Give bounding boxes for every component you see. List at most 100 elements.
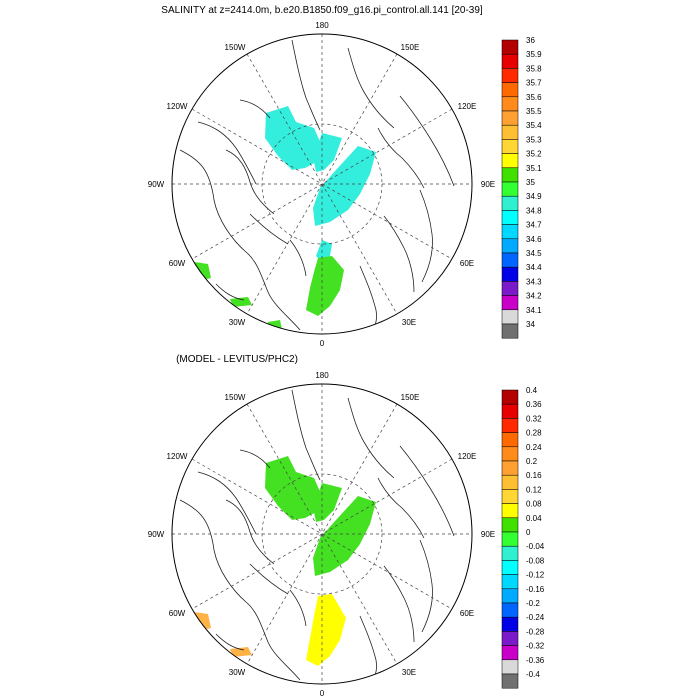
top-colorbar-label-14: 34.6 — [526, 235, 542, 244]
top-lon-60w: 60W — [169, 259, 186, 268]
bottom-field-green-eurasian-basin — [313, 496, 376, 576]
top-lon-180: 180 — [315, 21, 329, 30]
bottom-colorbar-label-2: 0.32 — [526, 414, 542, 423]
bottom-colorbar-label-20: -0.4 — [526, 670, 540, 679]
top-lon-120w: 120W — [167, 102, 188, 111]
top-colorbar-label-1: 35.9 — [526, 50, 542, 59]
top-field-green-south — [230, 297, 252, 307]
bottom-colorbar-label-10: 0 — [526, 528, 531, 537]
top-colorbar-label-11: 34.9 — [526, 192, 542, 201]
bottom-lon-90e: 90E — [481, 530, 495, 539]
bottom-colorbar-label-12: -0.08 — [526, 556, 545, 565]
bottom-colorbar-label-9: 0.04 — [526, 514, 542, 523]
bottom-colorbar-label-16: -0.24 — [526, 613, 545, 622]
bottom-colorbar-swatch-19 — [501, 659, 519, 675]
bottom-map-border — [171, 383, 473, 685]
top-colorbar-swatch-14 — [501, 238, 519, 254]
bottom-colorbar-label-14: -0.16 — [526, 585, 545, 594]
top-colorbar-label-4: 35.6 — [526, 93, 542, 102]
bottom-colorbar-label-13: -0.12 — [526, 571, 545, 580]
top-field-cyan-canada-basin — [265, 106, 322, 170]
top-colorbar-label-8: 35.2 — [526, 150, 542, 159]
top-colorbar-swatch-7 — [501, 139, 519, 154]
top-colorbar-label-3: 35.7 — [526, 79, 542, 88]
bottom-colorbar-label-0: 0.4 — [526, 386, 538, 395]
bottom-colorbar-swatch-5 — [501, 460, 519, 476]
bottom-colorbar: 0.4 0.36 0.32 0.28 0.24 0.2 0.16 0.12 0.08 0.04 0 -… — [501, 386, 545, 689]
top-colorbar-swatch-8 — [501, 153, 519, 169]
top-map-border — [171, 33, 473, 335]
bottom-lon-60w: 60W — [169, 609, 186, 618]
top-lon-150e: 150E — [401, 43, 420, 52]
top-colorbar-label-17: 34.3 — [526, 277, 542, 286]
top-colorbar-label-18: 34.2 — [526, 292, 542, 301]
top-colorbar-label-15: 34.5 — [526, 249, 542, 258]
top-colorbar-swatch-2 — [501, 68, 519, 83]
top-lon-0: 0 — [320, 339, 325, 348]
top-map-area — [172, 34, 472, 334]
top-field-green-south2 — [268, 320, 282, 331]
bottom-lon-60e: 60E — [460, 609, 474, 618]
bottom-colorbar-label-3: 0.28 — [526, 429, 542, 438]
bottom-colorbar-swatch-17 — [501, 631, 519, 646]
bottom-field-green-canada-basin — [265, 456, 322, 520]
bottom-colorbar-label-7: 0.12 — [526, 485, 542, 494]
top-colorbar-label-13: 34.7 — [526, 221, 542, 230]
top-colorbar-swatch-5 — [501, 110, 519, 126]
top-lon-90w: 90W — [148, 180, 165, 189]
bottom-field-orange-labrador — [191, 612, 211, 631]
bottom-colorbar-swatch-2 — [501, 418, 519, 433]
top-field-cyan-eurasian-basin — [313, 146, 376, 226]
top-colorbar-label-5: 35.5 — [526, 107, 542, 116]
top-colorbar-label-2: 35.8 — [526, 64, 542, 73]
bottom-field-green-central — [314, 483, 342, 522]
top-panel: SALINITY at z=2414.0m, b.e20.B1850.f09_g… — [148, 5, 542, 348]
top-colorbar-swatch-4 — [501, 96, 519, 112]
top-colorbar-swatch-3 — [501, 82, 519, 98]
bottom-colorbar-swatch-13 — [501, 574, 519, 590]
top-lon-120e: 120E — [458, 102, 477, 111]
top-colorbar-label-6: 35.4 — [526, 121, 542, 130]
bottom-title: (MODEL - LEVITUS/PHC2) — [176, 354, 298, 365]
bottom-colorbar-swatch-7 — [501, 489, 519, 504]
top-colorbar-label-10: 35 — [526, 178, 535, 187]
bottom-colorbar-swatch-15 — [501, 602, 519, 618]
bottom-lon-labels: 180 150W 150E 120W 120E 90W 90E 60W 60E … — [148, 371, 495, 698]
top-field-green-nordic-seas — [306, 256, 344, 316]
bottom-lon-120w: 120W — [167, 452, 188, 461]
bottom-colorbar-swatch-8 — [501, 503, 519, 519]
top-colorbar: 36 35.9 35.8 35.7 35.6 35.5 35.4 35.3 35.2 35.1 35… — [501, 36, 542, 339]
bottom-panel: (MODEL - LEVITUS/PHC2) — [148, 354, 545, 698]
bottom-colorbar-swatch-18 — [501, 645, 519, 661]
top-lon-150w: 150W — [225, 43, 246, 52]
bottom-map-area — [172, 384, 472, 684]
bottom-colorbar-swatch-0 — [501, 389, 519, 405]
top-field-cyan-fram-strait — [316, 240, 332, 262]
top-colorbar-swatch-12 — [501, 210, 519, 225]
bottom-colorbar-swatch-12 — [501, 560, 519, 575]
bottom-lon-150e: 150E — [401, 393, 420, 402]
bottom-lon-30w: 30W — [229, 668, 246, 677]
top-colorbar-swatch-6 — [501, 124, 519, 140]
bottom-lon-120e: 120E — [458, 452, 477, 461]
top-colorbar-label-20: 34 — [526, 320, 535, 329]
top-colorbar-swatch-19 — [501, 309, 519, 325]
top-colorbar-label-12: 34.8 — [526, 206, 542, 215]
bottom-lon-0: 0 — [320, 689, 325, 698]
top-colorbar-label-16: 34.4 — [526, 263, 542, 272]
bottom-colorbar-label-15: -0.2 — [526, 599, 540, 608]
bottom-colorbar-label-5: 0.2 — [526, 457, 538, 466]
top-lon-30e: 30E — [402, 318, 416, 327]
top-colorbar-swatch-15 — [501, 252, 519, 268]
bottom-colorbar-label-8: 0.08 — [526, 500, 542, 509]
bottom-colorbar-label-18: -0.32 — [526, 642, 545, 651]
top-colorbar-swatch-0 — [501, 39, 519, 55]
top-coastlines — [179, 39, 455, 334]
bottom-colorbar-label-11: -0.04 — [526, 542, 545, 551]
bottom-colorbar-swatch-4 — [501, 446, 519, 462]
top-lon-30w: 30W — [229, 318, 246, 327]
bottom-colorbar-swatch-6 — [501, 474, 519, 490]
bottom-colorbar-label-1: 0.36 — [526, 400, 542, 409]
bottom-lon-90w: 90W — [148, 530, 165, 539]
top-field-green-labrador — [192, 262, 211, 281]
